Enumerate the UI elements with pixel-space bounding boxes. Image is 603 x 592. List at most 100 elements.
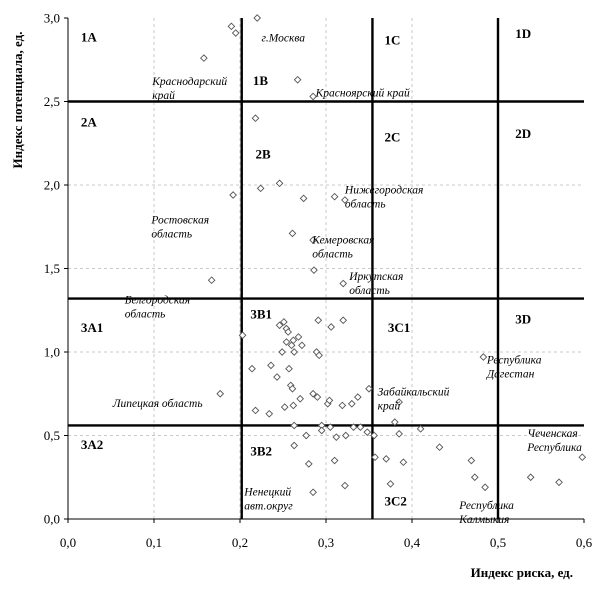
x-tick-label: 0,1 [146, 535, 162, 550]
annotation-line: Дагестан [486, 369, 535, 381]
annotation-line: Забайкальский [378, 385, 450, 398]
zone-label: 3A1 [81, 320, 103, 335]
data-point [399, 458, 408, 467]
annotation-line: Кемеровская [311, 234, 374, 246]
data-point [382, 455, 391, 463]
y-tick-label: 1,0 [44, 345, 60, 360]
data-point [229, 191, 237, 199]
data-point [309, 236, 317, 244]
zone-label: 1D [515, 26, 531, 41]
annotation-line: область [345, 198, 386, 210]
y-axis-title: Индекс потенциала, ед. [10, 32, 25, 169]
region-annotation: г.Москва [262, 32, 306, 44]
data-point [313, 393, 322, 401]
region-annotation: Белгородская область [124, 295, 190, 321]
region-annotation: Чеченская Республика [526, 428, 582, 454]
data-point [435, 443, 444, 452]
data-point [332, 433, 341, 442]
data-point [256, 184, 265, 193]
data-point [200, 54, 208, 62]
annotation-line: Чеченская [527, 428, 577, 440]
data-point [278, 348, 286, 356]
data-point [353, 393, 362, 401]
data-point [294, 333, 303, 341]
annotation-line: область [312, 248, 353, 260]
data-point [314, 316, 323, 325]
data-point [481, 483, 489, 492]
data-point [330, 456, 339, 465]
y-tick-label: 3,0 [44, 11, 60, 26]
zone-label: 2C [384, 130, 400, 145]
annotation-line: Липецкая область [112, 398, 203, 410]
y-tick-label: 0,5 [44, 428, 60, 443]
data-point [310, 266, 318, 275]
annotation-line: Краснодарский [151, 75, 227, 88]
data-points [200, 14, 587, 497]
data-point [370, 431, 378, 440]
data-point [304, 460, 313, 468]
data-point [275, 321, 284, 330]
data-point [216, 389, 225, 398]
data-point [296, 394, 305, 403]
data-point [309, 92, 317, 101]
x-tick-label: 0,5 [490, 535, 506, 550]
data-point [298, 341, 306, 350]
region-annotation: Нижегородская область [344, 184, 423, 210]
data-point [330, 192, 339, 201]
data-point [265, 409, 274, 418]
region-annotation: Красноярский край [315, 86, 410, 99]
data-point [288, 384, 297, 393]
annotation-line: область [349, 285, 390, 297]
region-annotation: Иркутская область [348, 271, 403, 297]
zone-label: 2B [255, 146, 270, 161]
data-point [347, 399, 356, 408]
data-point [282, 338, 291, 346]
data-point [578, 453, 587, 462]
data-point [365, 384, 373, 393]
data-point [280, 403, 289, 411]
zone-label: 3B1 [250, 307, 272, 322]
data-point [288, 229, 297, 238]
data-point [341, 431, 350, 440]
data-point [207, 276, 216, 285]
data-point [248, 364, 256, 373]
annotation-line: Нижегородская [344, 184, 423, 196]
data-point [238, 331, 247, 340]
zone-label: 2D [515, 126, 531, 141]
data-point [339, 316, 348, 325]
data-point [371, 453, 379, 462]
data-point [287, 341, 296, 350]
annotation-line: Республика [458, 500, 514, 512]
data-point [289, 401, 298, 410]
data-point [253, 14, 262, 22]
zone-label: 3C1 [388, 320, 410, 335]
zone-label: 3A2 [81, 437, 103, 452]
annotation-line: Калмыкия [458, 514, 509, 526]
data-point [280, 318, 288, 326]
data-point [273, 373, 281, 381]
zone-label: 2A [81, 115, 98, 130]
data-point [326, 423, 335, 431]
data-point [363, 428, 372, 436]
data-point [325, 396, 334, 405]
data-point [267, 361, 275, 370]
data-point [338, 401, 347, 410]
x-tick-label: 0,6 [576, 535, 593, 550]
annotation-line: область [151, 228, 192, 240]
data-point [231, 29, 240, 37]
data-point [309, 488, 317, 497]
data-point [290, 441, 299, 450]
region-annotations: г.Москва Краснодарский край Красноярский кр… [112, 32, 582, 526]
annotation-line: область [125, 309, 166, 321]
data-point [356, 423, 365, 431]
zone-label: 3B2 [250, 444, 272, 459]
zone-label: 1C [384, 33, 400, 48]
y-tick-label: 2,0 [44, 178, 60, 193]
data-point [327, 323, 335, 331]
zone-label: 1B [253, 73, 269, 88]
annotation-line: Республика [526, 442, 582, 454]
data-point [341, 481, 349, 490]
annotation-line: край [152, 89, 175, 102]
data-point [290, 421, 299, 430]
